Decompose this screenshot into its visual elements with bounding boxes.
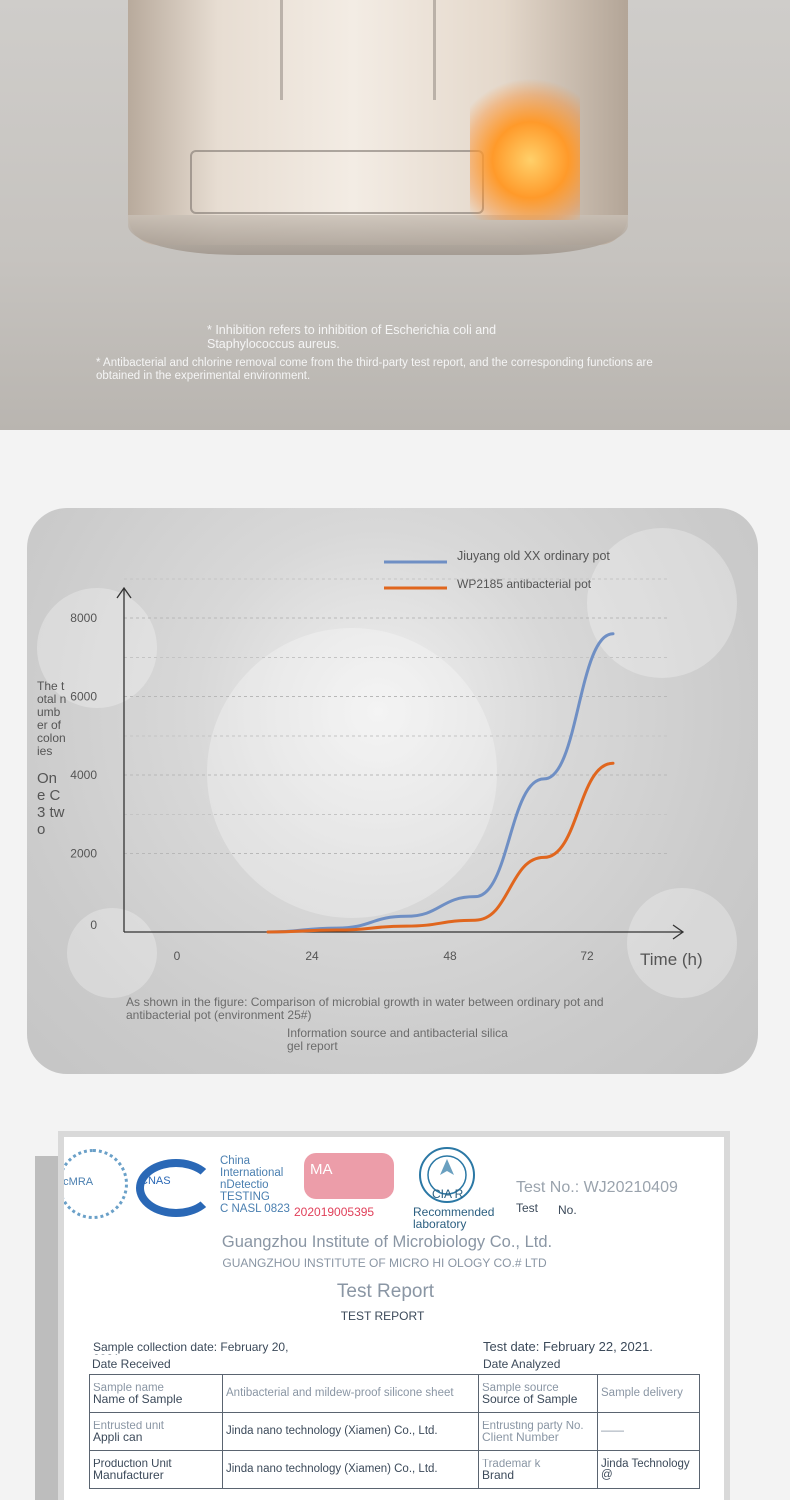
- date-received-label: Date Received: [92, 1357, 171, 1371]
- test-report-document: a cMRA CNAS China International nDetecti…: [64, 1137, 724, 1500]
- y-tick-label: 0: [90, 918, 97, 932]
- series-lines: [266, 632, 615, 934]
- ma-stamp: [304, 1153, 394, 1199]
- kettle-base: [128, 215, 628, 255]
- growth-chart: 0 2000 4000 6000 8000 0 24 48 72 Jiuyang old XX…: [70, 549, 703, 969]
- table-cell: Production Unit Manufacturer: [89, 1450, 223, 1489]
- y-axis-arrow: [116, 586, 132, 599]
- x-tick-label: 0: [174, 949, 181, 963]
- product-hero-image: * Inhibition refers to inhibition of Esc…: [0, 0, 790, 430]
- y-tick-label: 8000: [70, 611, 97, 625]
- heater-glow: [470, 70, 580, 220]
- x-tick-label: 72: [580, 949, 594, 963]
- cnas-logo-text: CNAS: [140, 1175, 171, 1187]
- institute-name: Guangzhou Institute of Microbiology Co.,…: [221, 1233, 553, 1251]
- cnas-logo: [136, 1159, 216, 1217]
- accreditation-text: China International nDetectio recognized…: [220, 1155, 292, 1215]
- chart-source: Information source and antibacterial sil…: [287, 1026, 508, 1053]
- institute-name-en: GUANGZHOU INSTITUTE OF MICRO HI OLOGY CO…: [222, 1256, 547, 1270]
- ma-stamp-text: MA: [310, 1161, 333, 1178]
- cmra-logo: [64, 1149, 128, 1219]
- y-tick-label: 2000: [70, 847, 97, 861]
- bubble-decoration: [67, 908, 157, 998]
- table-cell: Jinda nano technology (Xiamen) Co., Ltd.: [222, 1412, 479, 1451]
- report-title-en: TEST REPORT: [340, 1309, 425, 1323]
- series-line: [266, 632, 615, 934]
- x-axis-label: Time (h): [640, 950, 703, 969]
- chart-card: 0 2000 4000 6000 8000 0 24 48 72 Jiuyang old XX…: [27, 508, 758, 1074]
- antibacterial-note: * Antibacterial and chlorine removal com…: [96, 357, 653, 382]
- table-row: Sample name Name of Sample Antibacterial …: [89, 1374, 700, 1413]
- bubble-decoration: [207, 628, 497, 918]
- chart-caption: As shown in the figure: Comparison of mi…: [126, 995, 604, 1022]
- table-cell: ——: [597, 1412, 700, 1451]
- x-tick-label: 48: [443, 949, 457, 963]
- accreditation-testing: TESTING: [220, 1191, 270, 1203]
- x-axis-arrow: [672, 924, 685, 940]
- y-tick-labels: 0 2000 4000 6000 8000: [70, 611, 97, 932]
- bubble-decoration: [37, 588, 157, 708]
- y-axis-label-large: One C3 two: [37, 770, 65, 838]
- test-number: Test No.: WJ20210409: [516, 1179, 678, 1196]
- cia-emblem-icon: [427, 1155, 467, 1195]
- cmra-logo-text: a cMRA: [64, 1176, 94, 1188]
- accreditation-name: China International nDetectio recognized: [220, 1155, 284, 1191]
- table-row: Production Unit Manufacturer Jinda nano t…: [89, 1450, 700, 1489]
- bubble-decoration: [587, 528, 737, 678]
- test-date: Test date: February 22, 2021.: [483, 1339, 653, 1354]
- y-tick-label: 4000: [70, 768, 97, 782]
- collection-date: Sample collection date: February 20, 202…: [93, 1341, 289, 1355]
- table-cell: Antibacterial and mildew-proof silicone …: [222, 1374, 479, 1413]
- table-cell: Entrusted unit Appli can: [89, 1412, 223, 1451]
- cia-logo-text: CIA R: [432, 1187, 464, 1201]
- legend-label: Jiuyang old XX ordinary pot: [457, 549, 610, 563]
- table-cell: Trademar k Brand: [478, 1450, 598, 1489]
- test-label: Test: [516, 1201, 539, 1215]
- no-label: No.: [558, 1203, 577, 1217]
- series-line: [266, 761, 615, 934]
- kettle-inner-structure: [190, 150, 484, 214]
- y-tick-label: 6000: [70, 690, 97, 704]
- report-title: Test Report: [336, 1281, 435, 1302]
- recommended-lab-text: Recommended laboratory: [413, 1205, 495, 1231]
- x-tick-labels: 0 24 48 72: [174, 949, 594, 963]
- ma-number: 202019005395: [294, 1205, 375, 1219]
- accreditation-number: C NASL 0823: [220, 1203, 290, 1215]
- y-axis-label-small: The total number of colonies: [37, 679, 67, 758]
- table-cell: Sample delivery: [597, 1374, 700, 1413]
- date-analyzed-label: Date Analyzed: [483, 1357, 561, 1371]
- inhibition-note: * Inhibition refers to inhibition of Esc…: [207, 323, 497, 351]
- table-cell: Entrusting party No. Client Number: [478, 1412, 598, 1451]
- table-cell: Jinda nano technology (Xiamen) Co., Ltd.: [222, 1450, 479, 1489]
- table-cell: Sample source Source of Sample: [478, 1374, 598, 1413]
- table-cell: Jinda Technology @: [597, 1450, 700, 1489]
- report-table: Sample name Name of Sample Antibacterial …: [89, 1374, 700, 1489]
- kettle-tube: [280, 0, 436, 100]
- bubble-decoration: [627, 888, 737, 998]
- table-row: Entrusted unit Appli can Jinda nano techn…: [89, 1412, 700, 1451]
- x-tick-label: 24: [305, 949, 319, 963]
- cia-logo: [419, 1147, 475, 1203]
- legend-label: WP2185 antibacterial pot: [457, 577, 592, 591]
- chart-legend: Jiuyang old XX ordinary pot WP2185 antiba…: [384, 549, 610, 591]
- chart-grid: [124, 578, 667, 854]
- table-cell: Sample name Name of Sample: [89, 1374, 223, 1413]
